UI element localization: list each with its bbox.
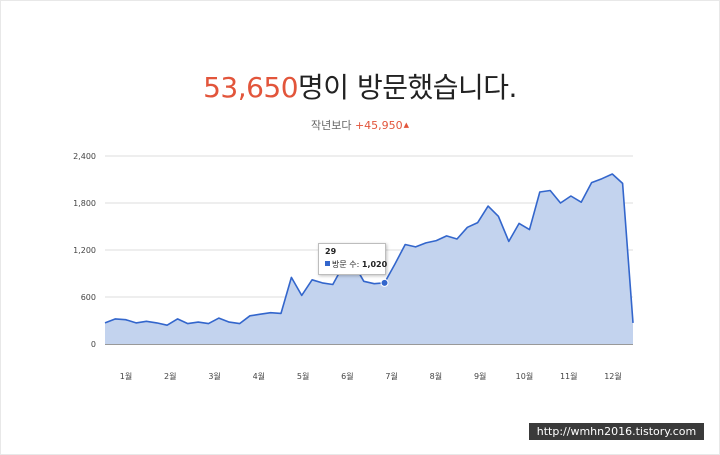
tooltip-row: 방문 수: 1,020 <box>325 259 387 270</box>
series-swatch <box>325 261 330 266</box>
year-comparison: 작년보다 +45,950▲ <box>0 117 720 133</box>
x-tick-label: 8월 <box>430 371 442 381</box>
x-tick-label: 2월 <box>164 371 176 381</box>
visitor-total-headline: 53,650명이 방문했습니다. <box>0 66 720 106</box>
x-tick-label: 6월 <box>341 371 353 381</box>
tooltip-day: 29 <box>325 247 337 256</box>
headline-suffix: 명이 방문했습니다. <box>298 71 517 104</box>
y-tick-label: 600 <box>81 293 96 302</box>
x-tick-label: 7월 <box>385 371 397 381</box>
watermark-url: http://wmhn2016.tistory.com <box>529 423 704 440</box>
series-line <box>104 173 634 326</box>
x-tick-label: 10월 <box>516 371 534 381</box>
y-tick-label: 2,400 <box>73 152 96 161</box>
x-tick-label: 12월 <box>604 371 622 381</box>
y-tick-label: 0 <box>91 340 96 349</box>
highlight-point <box>380 278 389 287</box>
tooltip-series-label: 방문 수: <box>332 260 360 269</box>
comparison-delta: +45,950 <box>354 119 403 132</box>
x-tick-label: 3월 <box>208 371 220 381</box>
x-tick-label: 1월 <box>120 371 132 381</box>
x-tick-label: 5월 <box>297 371 309 381</box>
y-tick-label: 1,200 <box>73 246 96 255</box>
y-tick-label: 1,800 <box>73 199 96 208</box>
x-tick-label: 11월 <box>560 371 578 381</box>
comparison-label: 작년보다 <box>310 119 352 132</box>
visitor-count: 53,650 <box>203 71 299 104</box>
tooltip-value: 1,020 <box>361 260 388 269</box>
x-tick-label: 9월 <box>474 371 486 381</box>
x-tick-label: 4월 <box>253 371 265 381</box>
chart-tooltip: 29 방문 수: 1,020 <box>318 243 387 275</box>
series-area <box>105 174 633 344</box>
triangle-up-icon: ▲ <box>403 121 410 129</box>
